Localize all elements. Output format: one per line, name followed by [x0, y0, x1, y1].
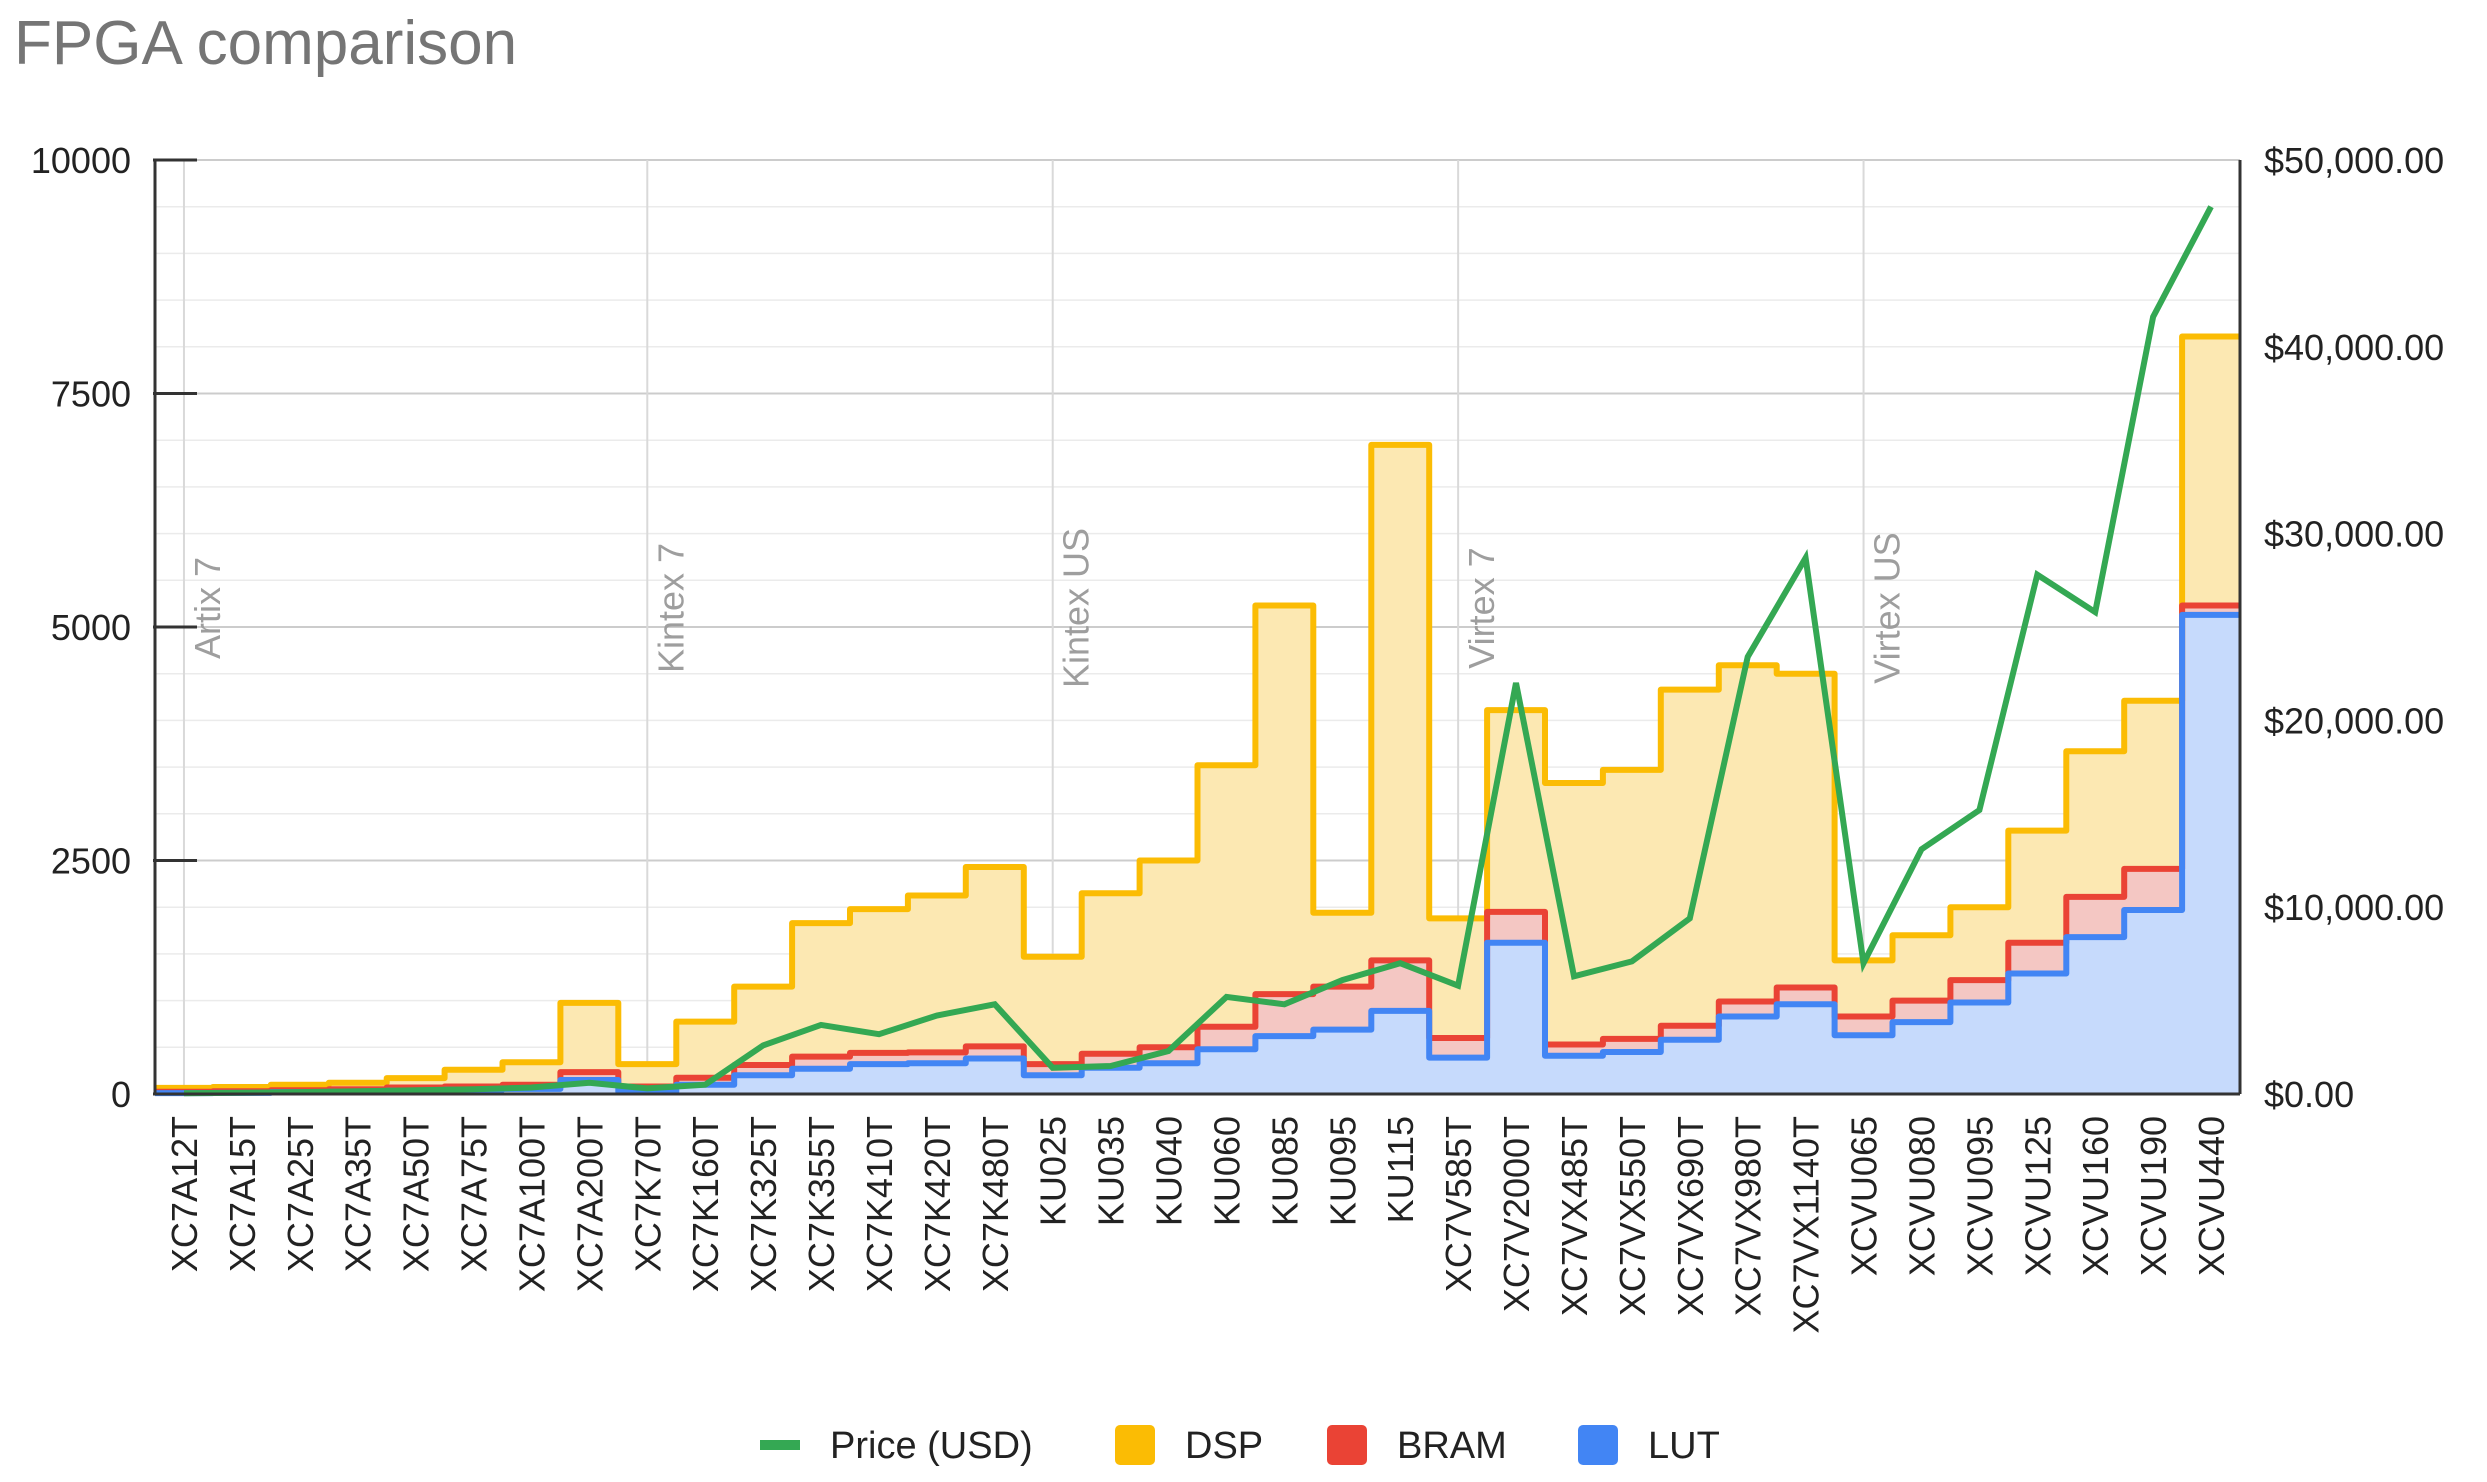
x-tick-label: KU025: [1033, 1116, 1074, 1226]
stacked-areas: [155, 333, 2240, 1097]
x-tick-label: XC7V2000T: [1496, 1116, 1537, 1312]
x-tick-label: XC7K355T: [801, 1116, 842, 1292]
y2-tick-label: $0.00: [2264, 1074, 2354, 1115]
family-label-kintex-us: Kintex US: [1056, 528, 1097, 688]
area-dsp: [155, 336, 2240, 1094]
x-tick-label: XC7A50T: [396, 1116, 437, 1272]
family-label-virtex-us: Virtex US: [1867, 532, 1908, 683]
y2-tick-label: $10,000.00: [2264, 887, 2444, 928]
axes: 0 2500 5000 7500 10000 $0.00 $10,000.00 $20,000…: [31, 140, 2444, 1333]
area-lut: [155, 614, 2240, 1094]
x-tick-label: KU085: [1264, 1116, 1305, 1226]
family-labels: Artix 7 Kintex 7 Kintex US Virtex 7 Virtex U…: [187, 528, 1908, 688]
legend-item-bram: BRAM: [1327, 1425, 1507, 1467]
x-tick-label: XC7K420T: [917, 1116, 958, 1292]
x-tick-label: XC7A15T: [222, 1116, 263, 1272]
x-tick-label: XCVU160: [2075, 1116, 2116, 1276]
x-tick-label: XC7VX550T: [1612, 1116, 1653, 1316]
x-tick-label: KU060: [1206, 1116, 1247, 1226]
legend-swatch: [1115, 1425, 1155, 1465]
x-tick-label: XC7VX690T: [1670, 1116, 1711, 1316]
x-tick-label: XC7A12T: [164, 1116, 205, 1272]
series-line-price-usd: [183, 205, 2214, 1097]
x-tick-label: XC7VX1140T: [1786, 1116, 1827, 1333]
x-tick-label: KU095: [1322, 1116, 1363, 1226]
legend-label: BRAM: [1397, 1425, 1507, 1467]
x-tick-label: XC7A75T: [454, 1116, 495, 1272]
y-tick-label: 2500: [51, 841, 131, 882]
family-label-virtex-7: Virtex 7: [1461, 547, 1502, 668]
x-tick-label: XC7K325T: [743, 1116, 784, 1292]
x-tick-label: XC7K410T: [859, 1116, 900, 1292]
x-tick-label: XCVU190: [2133, 1116, 2174, 1276]
x-tick-label: XCVU440: [2191, 1116, 2232, 1276]
x-tick-label: XC7A35T: [338, 1116, 379, 1272]
legend-label: DSP: [1185, 1425, 1263, 1467]
x-tick-label: KU040: [1149, 1116, 1190, 1226]
y2-tick-label: $40,000.00: [2264, 327, 2444, 368]
y-tick-label: 5000: [51, 607, 131, 648]
series-line-dsp: [155, 333, 2240, 1091]
y-tick-label: 7500: [51, 374, 131, 415]
x-tick-label: XC7K480T: [975, 1116, 1016, 1292]
x-tick-label: XC7V585T: [1438, 1116, 1479, 1292]
price-line-layer: [183, 205, 2214, 1097]
y-tick-label: 0: [111, 1074, 131, 1115]
series-line-bram: [155, 602, 2240, 1095]
chart-title: FPGA comparison: [14, 9, 517, 78]
x-tick-label: XC7VX485T: [1554, 1116, 1595, 1316]
y-tick-label: 10000: [31, 140, 131, 181]
y2-tick-label: $50,000.00: [2264, 140, 2444, 181]
x-tick-label: XC7A100T: [511, 1116, 552, 1292]
legend-swatch: [760, 1440, 800, 1450]
x-tick-label: XCVU065: [1844, 1116, 1885, 1276]
x-tick-label: XCVU095: [1959, 1116, 2000, 1276]
family-label-artix-7: Artix 7: [187, 557, 228, 659]
x-tick-label: KU115: [1380, 1116, 1421, 1223]
x-tick-label: XC7A200T: [569, 1116, 610, 1292]
legend-item-dsp: DSP: [1115, 1425, 1263, 1467]
x-tick-label: XCVU080: [1901, 1116, 1942, 1276]
legend-label: Price (USD): [830, 1425, 1033, 1467]
legend-swatch: [1327, 1425, 1367, 1465]
x-tick-label: XC7K160T: [685, 1116, 726, 1292]
legend-swatch: [1578, 1425, 1618, 1465]
gridlines: [155, 159, 2240, 1095]
x-tick-label: XC7VX980T: [1728, 1116, 1769, 1316]
x-tick-label: XC7K70T: [627, 1116, 668, 1272]
x-tick-label: XC7A25T: [280, 1116, 321, 1272]
legend-item-price-usd: Price (USD): [760, 1425, 1033, 1467]
y2-tick-label: $30,000.00: [2264, 514, 2444, 555]
family-label-kintex-7: Kintex 7: [650, 543, 691, 673]
legend: Price (USD) DSP BRAM LUT: [760, 1425, 1720, 1467]
y2-tick-label: $20,000.00: [2264, 700, 2444, 741]
x-tick-label: KU035: [1091, 1116, 1132, 1226]
legend-item-lut: LUT: [1578, 1425, 1720, 1467]
x-tick-label: XCVU125: [2017, 1116, 2058, 1276]
legend-label: LUT: [1648, 1425, 1720, 1467]
